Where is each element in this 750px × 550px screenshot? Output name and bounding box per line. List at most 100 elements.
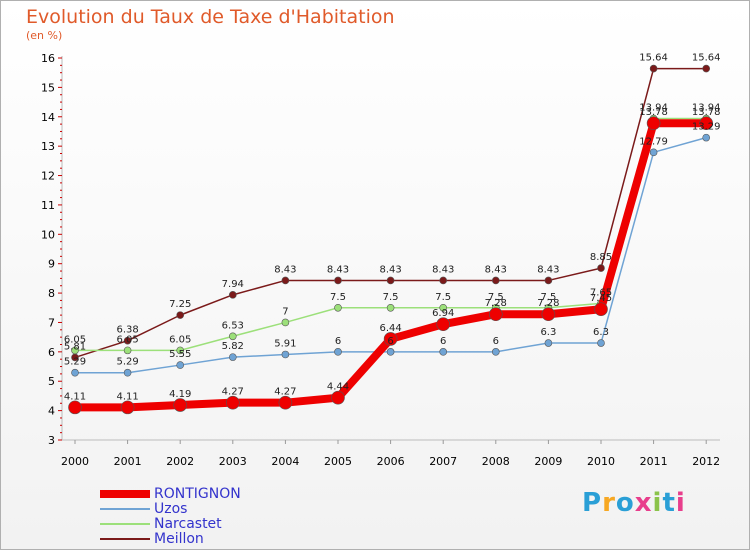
data-label-narcastet: 7 bbox=[282, 306, 288, 317]
data-point-meillon bbox=[281, 276, 290, 285]
data-label-uzos: 6 bbox=[335, 336, 341, 347]
x-tick-label: 2009 bbox=[534, 455, 562, 468]
data-label-rontignon: 13.78 bbox=[692, 107, 721, 118]
data-label-rontignon: 4.27 bbox=[274, 387, 296, 398]
data-label-uzos: 6.3 bbox=[593, 327, 609, 338]
legend-swatch bbox=[100, 522, 150, 525]
data-label-narcastet: 7.65 bbox=[590, 287, 612, 298]
logo-letter: i bbox=[675, 488, 686, 518]
data-label-meillon: 8.43 bbox=[432, 264, 454, 275]
logo-letter: x bbox=[634, 488, 653, 518]
legend-swatch bbox=[100, 537, 150, 540]
legend-swatch bbox=[100, 507, 150, 510]
data-label-uzos: 12.79 bbox=[639, 136, 668, 147]
data-label-rontignon: 4.11 bbox=[64, 391, 86, 402]
legend-item-uzos: Uzos bbox=[100, 500, 241, 517]
logo-letter: t bbox=[662, 488, 676, 518]
data-point-uzos bbox=[281, 350, 290, 359]
legend-item-meillon: Meillon bbox=[100, 530, 241, 547]
data-label-uzos: 6 bbox=[387, 336, 393, 347]
data-label-narcastet: 7.5 bbox=[330, 292, 346, 303]
data-label-uzos: 13.29 bbox=[692, 122, 721, 133]
x-tick-label: 2004 bbox=[271, 455, 299, 468]
data-point-uzos bbox=[439, 348, 448, 356]
data-label-rontignon: 6.44 bbox=[379, 323, 401, 334]
y-tick-label: 13 bbox=[41, 140, 55, 153]
data-label-narcastet: 13.94 bbox=[639, 103, 668, 114]
data-point-meillon bbox=[439, 276, 448, 285]
chart-title: Evolution du Taux de Taxe d'Habitation bbox=[26, 6, 395, 28]
data-point-rontignon bbox=[120, 400, 135, 415]
data-label-meillon: 8.43 bbox=[379, 264, 401, 275]
y-tick-label: 10 bbox=[41, 228, 55, 241]
data-label-narcastet: 7.5 bbox=[383, 292, 399, 303]
x-tick-label: 2000 bbox=[61, 455, 89, 468]
data-label-meillon: 8.43 bbox=[274, 264, 296, 275]
data-point-rontignon bbox=[383, 332, 398, 346]
data-point-uzos bbox=[123, 368, 132, 377]
data-point-uzos bbox=[176, 361, 184, 369]
data-label-meillon: 6.38 bbox=[116, 325, 138, 336]
x-tick-label: 2003 bbox=[219, 455, 247, 468]
data-point-meillon bbox=[123, 336, 132, 345]
data-point-rontignon bbox=[699, 116, 714, 131]
y-tick-label: 14 bbox=[41, 111, 55, 124]
data-label-uzos: 6 bbox=[493, 336, 499, 347]
data-point-meillon bbox=[491, 276, 500, 285]
data-label-uzos: 6.3 bbox=[540, 327, 556, 338]
x-tick-label: 2002 bbox=[166, 455, 194, 468]
y-tick-label: 4 bbox=[48, 405, 55, 418]
logo-letter: i bbox=[652, 488, 663, 518]
data-label-uzos: 5.55 bbox=[169, 349, 191, 360]
data-point-rontignon bbox=[488, 307, 503, 322]
data-labels-layer: 5.81 6.38 7.25 7.94 8.43 8.43 8.43 8.43 8.43 8.43… bbox=[64, 53, 721, 403]
data-point-uzos bbox=[386, 348, 395, 356]
chart-subtitle: (en %) bbox=[26, 29, 63, 42]
data-label-rontignon: 4.27 bbox=[222, 387, 244, 398]
data-point-narcastet bbox=[386, 303, 395, 312]
data-label-rontignon: 4.11 bbox=[116, 391, 138, 402]
data-label-meillon: 7.25 bbox=[169, 299, 191, 310]
data-label-meillon: 8.43 bbox=[327, 264, 349, 275]
data-point-meillon bbox=[334, 276, 342, 285]
data-point-narcastet bbox=[439, 303, 448, 312]
data-label-narcastet: 6.05 bbox=[169, 334, 191, 345]
data-point-uzos bbox=[229, 353, 237, 361]
legend-item-narcastet: Narcastet bbox=[100, 516, 241, 532]
y-tick-label: 3 bbox=[48, 434, 55, 447]
data-label-meillon: 8.43 bbox=[485, 264, 507, 275]
data-label-meillon: 8.85 bbox=[590, 252, 612, 263]
y-tick-label: 8 bbox=[48, 287, 55, 300]
data-label-narcastet: 7.5 bbox=[435, 292, 451, 303]
data-point-meillon bbox=[229, 291, 237, 299]
chart-legend: RONTIGNON Uzos Narcastet Meillon bbox=[100, 486, 241, 547]
x-tick-label: 2011 bbox=[640, 455, 668, 468]
legend-label: Meillon bbox=[154, 530, 204, 547]
data-label-meillon: 8.43 bbox=[537, 264, 559, 275]
data-point-meillon bbox=[544, 276, 553, 285]
legend-swatch bbox=[100, 489, 150, 498]
data-point-meillon bbox=[176, 311, 184, 319]
y-tick-label: 16 bbox=[41, 52, 55, 65]
y-tick-label: 11 bbox=[41, 199, 55, 212]
data-point-uzos bbox=[649, 148, 658, 157]
data-label-rontignon: 7.28 bbox=[537, 298, 559, 309]
series-line-meillon bbox=[74, 67, 707, 359]
data-point-meillon bbox=[649, 64, 658, 73]
x-tick-label: 2012 bbox=[692, 455, 720, 468]
data-point-meillon bbox=[597, 264, 605, 272]
y-tick-label: 7 bbox=[48, 316, 55, 329]
y-tick-label: 9 bbox=[48, 258, 55, 271]
chart-axes: 3 4 5 6 7 8 9 10 11 12 13 14 15 16 2000 2001 2002 2003 200… bbox=[41, 52, 720, 468]
legend-label: Uzos bbox=[154, 500, 188, 517]
data-label-narcastet: 6.53 bbox=[222, 320, 244, 331]
legend-item-rontignon: RONTIGNON bbox=[100, 486, 241, 502]
data-label-meillon: 5.81 bbox=[64, 341, 86, 352]
data-point-rontignon bbox=[436, 317, 451, 332]
data-point-uzos bbox=[71, 368, 79, 377]
data-label-uzos: 5.91 bbox=[274, 338, 296, 349]
data-point-narcastet bbox=[123, 346, 132, 355]
data-point-narcastet bbox=[229, 332, 237, 341]
series-layer bbox=[68, 64, 714, 415]
